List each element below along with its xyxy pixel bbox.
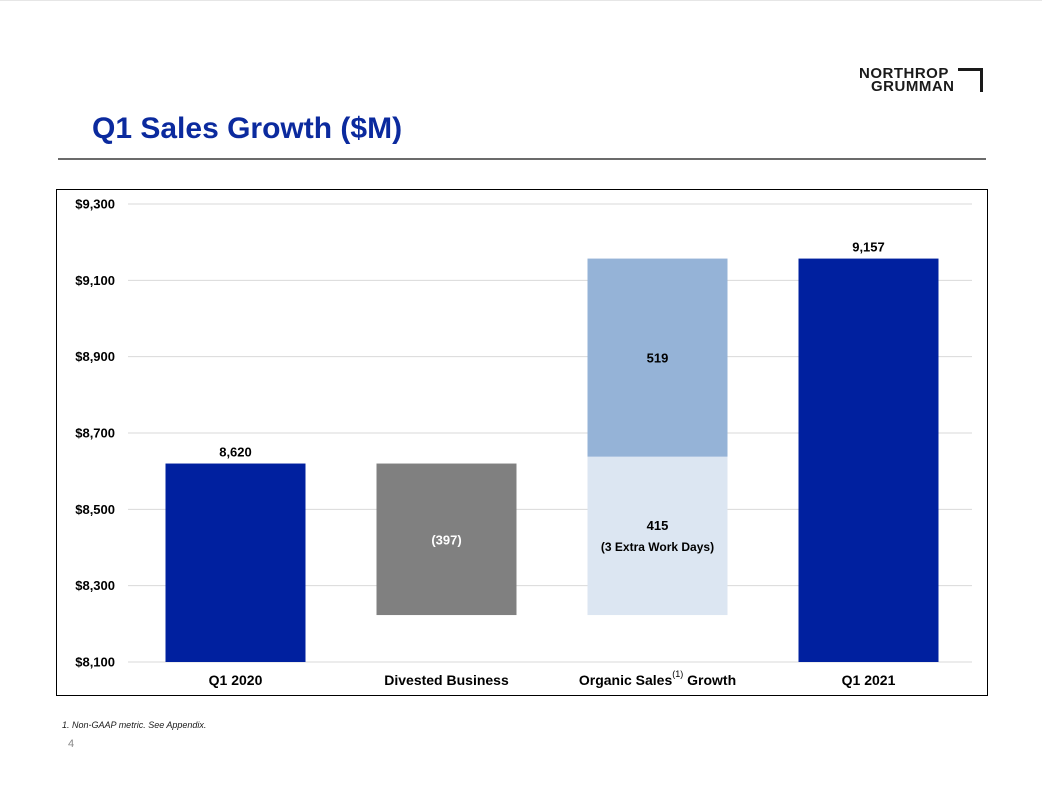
page-title: Q1 Sales Growth ($M) bbox=[92, 112, 403, 145]
footnote: 1. Non-GAAP metric. See Appendix. bbox=[62, 720, 207, 730]
northrop-grumman-logo: NORTHROP GRUMMAN bbox=[858, 66, 988, 96]
data-label: 415 bbox=[647, 518, 669, 533]
y-tick-label: $8,300 bbox=[75, 578, 115, 593]
y-tick-label: $9,300 bbox=[75, 197, 115, 212]
y-tick-label: $8,700 bbox=[75, 426, 115, 441]
chart-frame bbox=[56, 189, 988, 696]
x-axis-category-labels: Q1 2020 Divested Business Organic Sales(1)… bbox=[209, 669, 896, 688]
bar-segment bbox=[587, 258, 728, 457]
bar-segment bbox=[798, 258, 939, 662]
y-tick-label: $8,100 bbox=[75, 655, 115, 670]
y-tick-label: $9,100 bbox=[75, 273, 115, 288]
logo-line-2: GRUMMAN bbox=[871, 78, 955, 95]
bar-segment bbox=[587, 456, 728, 616]
y-tick-label: $8,500 bbox=[75, 502, 115, 517]
bars bbox=[165, 258, 939, 662]
page-number: 4 bbox=[68, 738, 75, 750]
top-rule bbox=[0, 0, 1042, 1]
title-divider bbox=[58, 158, 986, 160]
bar-segment bbox=[165, 463, 306, 662]
bar-segment bbox=[376, 463, 517, 616]
data-label: (397) bbox=[431, 532, 461, 547]
data-label: 519 bbox=[647, 351, 669, 366]
y-axis-tick-labels: $8,100 $8,300 $8,500 $8,700 $8,900 $9,100 $9,3… bbox=[75, 197, 115, 670]
x-tick-label: Organic Sales(1) Growth bbox=[579, 669, 736, 688]
data-label: 9,157 bbox=[852, 240, 885, 255]
logo-bracket-mark bbox=[958, 68, 983, 92]
x-tick-label: Q1 2021 bbox=[842, 672, 896, 688]
x-tick-label: Divested Business bbox=[384, 672, 509, 688]
logo-line-1: NORTHROP bbox=[859, 65, 949, 82]
data-label: 8,620 bbox=[219, 445, 252, 460]
data-labels: 8,620 (397) 415 (3 Extra Work Days) 519 9,157 bbox=[219, 240, 885, 554]
y-tick-label: $8,900 bbox=[75, 349, 115, 364]
data-sublabel: (3 Extra Work Days) bbox=[601, 540, 714, 554]
x-tick-label: Q1 2020 bbox=[209, 672, 263, 688]
